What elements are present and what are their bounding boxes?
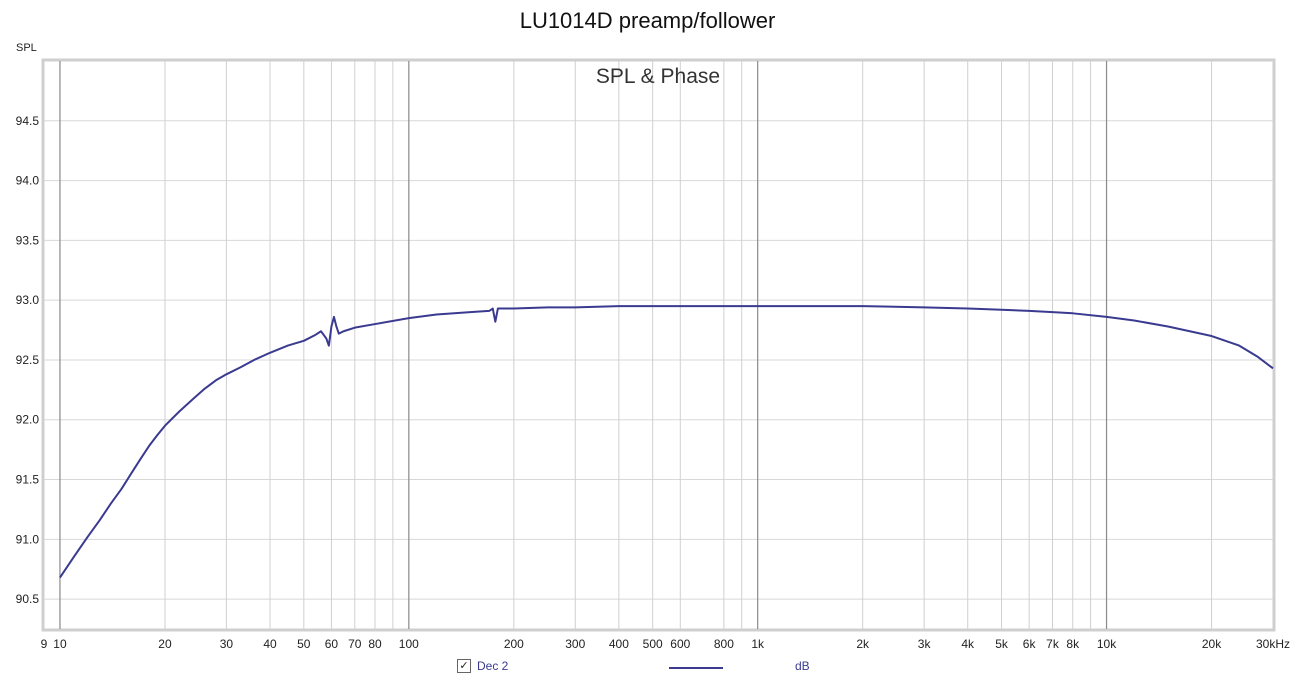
y-tick-label: 92.0 (16, 413, 40, 427)
x-tick-label: 9 (41, 637, 48, 651)
x-tick-label: 30 (220, 637, 234, 651)
x-tick-label: 80 (368, 637, 382, 651)
grid-lines (44, 61, 1273, 629)
x-tick-label: 8k (1066, 637, 1080, 651)
x-tick-label: 200 (504, 637, 524, 651)
chart-title: LU1014D preamp/follower (519, 8, 776, 33)
x-tick-label: 6k (1023, 637, 1037, 651)
y-tick-label: 94.5 (16, 114, 40, 128)
y-axis-label: SPL (16, 42, 37, 54)
x-tick-label: 300 (565, 637, 585, 651)
chart-subtitle: SPL & Phase (596, 65, 720, 88)
x-tick-label: 60 (325, 637, 339, 651)
plot-area (42, 59, 1275, 631)
y-tick-label: 93.0 (16, 293, 40, 307)
x-tick-label: 40 (263, 637, 277, 651)
y-tick-label: 91.5 (16, 473, 40, 487)
y-tick-label: 94.0 (16, 174, 40, 188)
x-tick-label: 20 (158, 637, 172, 651)
series-line-dec-2 (59, 305, 1274, 579)
legend-unit: dB (795, 659, 810, 673)
x-tick-label: 5k (995, 637, 1009, 651)
x-tick-label: 1k (751, 637, 765, 651)
x-tick-label: 20k (1202, 637, 1222, 651)
x-tick-label: 30kHz (1256, 637, 1290, 651)
legend-checkbox[interactable]: ✓ (457, 659, 471, 673)
legend-series-name: Dec 2 (477, 659, 509, 673)
y-tick-label: 92.5 (16, 353, 40, 367)
y-tick-label: 90.5 (16, 592, 40, 606)
x-tick-label: 50 (297, 637, 311, 651)
x-tick-label: 400 (609, 637, 629, 651)
x-tick-label: 10 (53, 637, 67, 651)
x-tick-label: 4k (961, 637, 975, 651)
x-tick-label: 70 (348, 637, 362, 651)
x-tick-label: 800 (714, 637, 734, 651)
x-tick-label: 10k (1097, 637, 1117, 651)
x-tick-label: 2k (856, 637, 870, 651)
series-group (59, 305, 1274, 579)
y-tick-label: 91.0 (16, 532, 40, 546)
x-tick-label: 600 (670, 637, 690, 651)
x-tick-label: 3k (918, 637, 932, 651)
x-tick-labels: 9 10 20 30 40 50 60 70 80 100 200 300 400 500 600 800 1k… (41, 637, 1290, 651)
x-tick-label: 100 (399, 637, 419, 651)
plot-frame (41, 58, 1276, 632)
x-tick-label: 7k (1046, 637, 1060, 651)
legend-line-swatch (669, 667, 723, 669)
x-tick-label: 500 (643, 637, 663, 651)
y-tick-label: 93.5 (16, 233, 40, 247)
y-tick-labels: 90.5 91.0 91.5 92.0 92.5 93.0 93.5 94.0 94.5 (16, 114, 40, 606)
